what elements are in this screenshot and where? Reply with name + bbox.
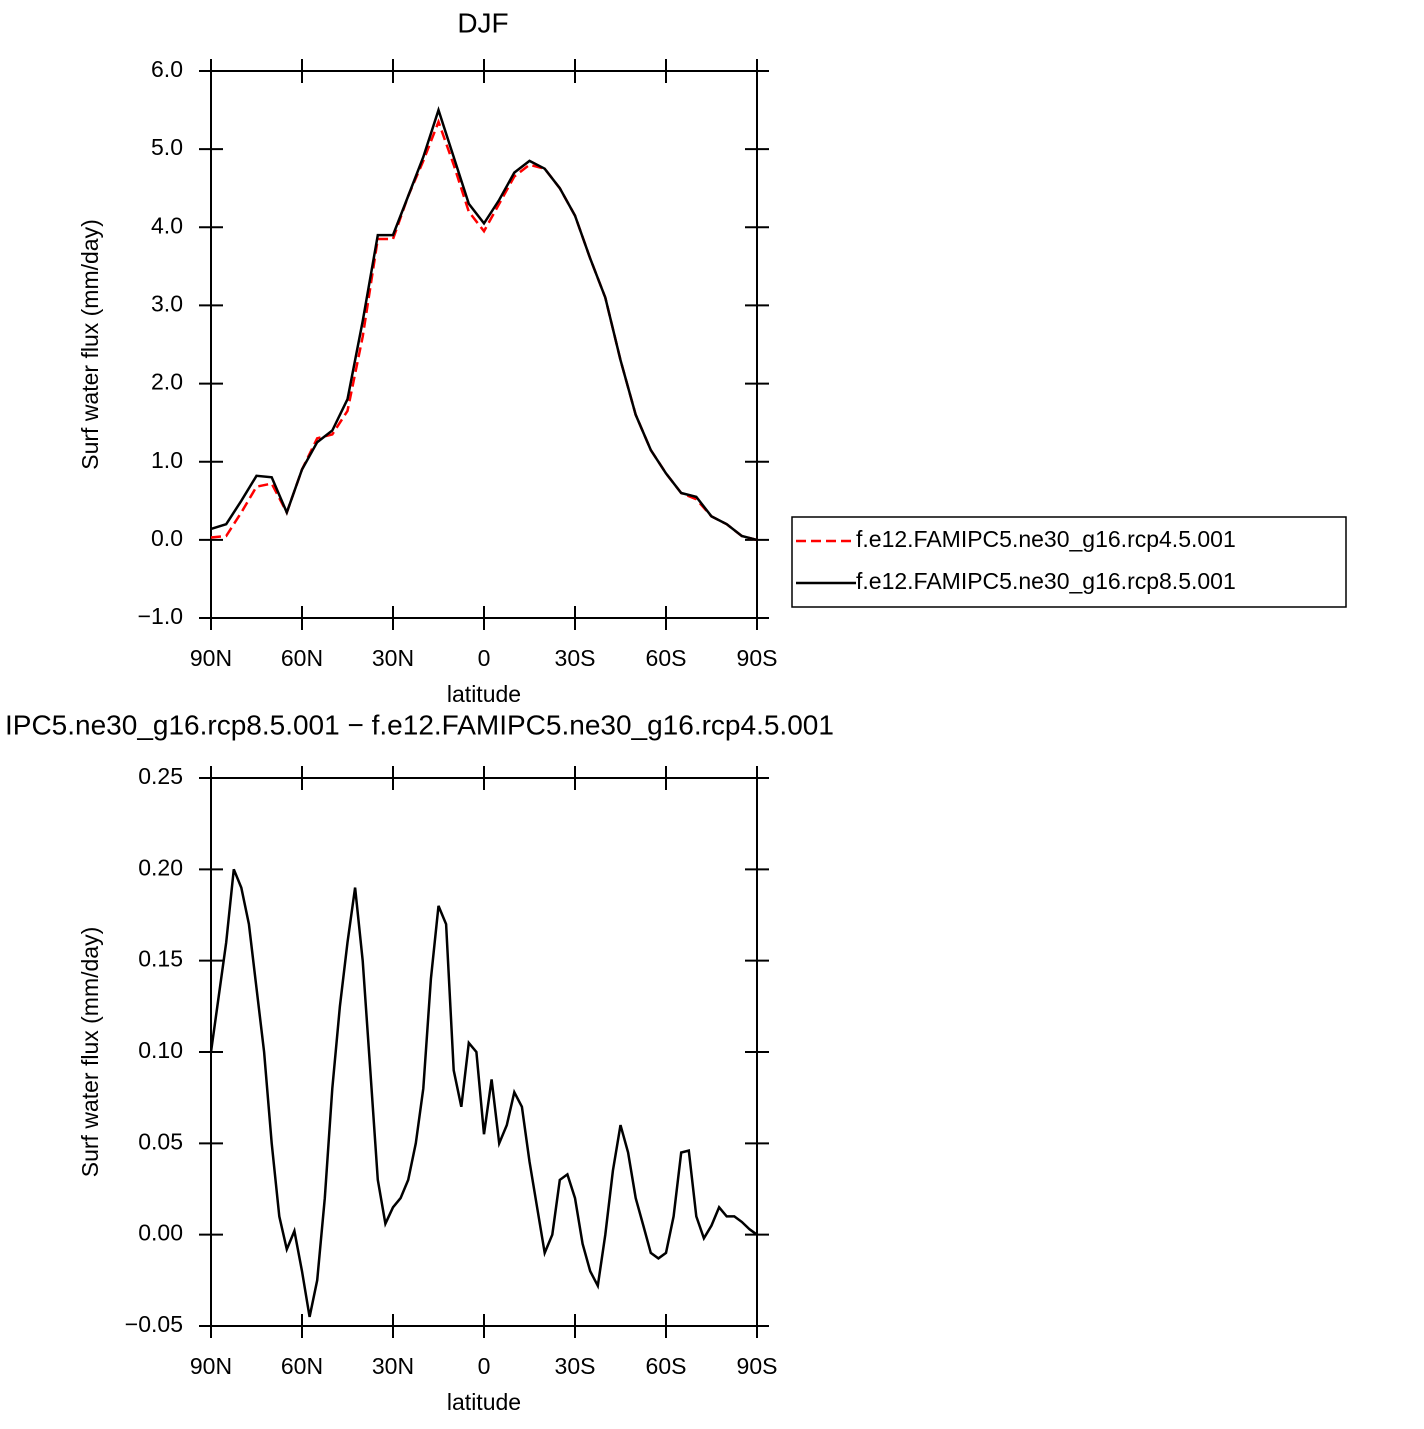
chart-title: DJF xyxy=(457,7,508,38)
y-tick-label: 6.0 xyxy=(151,56,183,82)
y-tick-label: 3.0 xyxy=(151,291,183,317)
y-tick-label: 0.15 xyxy=(138,946,183,972)
x-axis-label: latitude xyxy=(447,1389,521,1415)
y-tick-label: 0.25 xyxy=(138,763,183,789)
legend-label: f.e12.FAMIPC5.ne30_g16.rcp4.5.001 xyxy=(856,526,1236,552)
y-tick-label: 0.20 xyxy=(138,854,183,880)
y-tick-label: 1.0 xyxy=(151,447,183,473)
legend-label: f.e12.FAMIPC5.ne30_g16.rcp8.5.001 xyxy=(856,568,1236,594)
x-tick-label: 30N xyxy=(372,1353,414,1379)
x-tick-label: 90N xyxy=(190,1353,232,1379)
plot-frame xyxy=(210,70,758,619)
plot-frame xyxy=(210,777,758,1327)
x-tick-label: 90S xyxy=(737,1353,778,1379)
series-line xyxy=(209,868,758,1318)
series-line xyxy=(210,118,758,542)
y-tick-label: 0.05 xyxy=(138,1128,183,1154)
x-tick-label: 60S xyxy=(646,1353,687,1379)
y-tick-label: −0.05 xyxy=(125,1311,183,1337)
y-tick-label: 0.10 xyxy=(138,1037,183,1063)
y-tick-label: 0.00 xyxy=(138,1220,183,1246)
y-tick-label: 4.0 xyxy=(151,212,183,238)
x-tick-label: 90S xyxy=(737,645,778,671)
x-tick-label: 90N xyxy=(190,645,232,671)
chart-title: IPC5.ne30_g16.rcp8.5.001 − f.e12.FAMIPC5… xyxy=(5,709,834,740)
y-tick-label: 0.0 xyxy=(151,525,183,551)
y-tick-label: 5.0 xyxy=(151,134,183,160)
x-tick-label: 30N xyxy=(372,645,414,671)
y-tick-label: 2.0 xyxy=(151,369,183,395)
y-axis-label: Surf water flux (mm/day) xyxy=(77,219,103,470)
x-tick-label: 60S xyxy=(646,645,687,671)
x-tick-label: 60N xyxy=(281,645,323,671)
x-tick-label: 0 xyxy=(478,1353,491,1379)
y-tick-label: −1.0 xyxy=(138,603,183,629)
x-axis-label: latitude xyxy=(447,681,521,707)
series-line xyxy=(210,106,758,542)
y-axis-label: Surf water flux (mm/day) xyxy=(77,927,103,1178)
x-tick-label: 30S xyxy=(555,645,596,671)
x-tick-label: 30S xyxy=(555,1353,596,1379)
x-tick-label: 60N xyxy=(281,1353,323,1379)
x-tick-label: 0 xyxy=(478,645,491,671)
legend-box xyxy=(791,516,1347,608)
